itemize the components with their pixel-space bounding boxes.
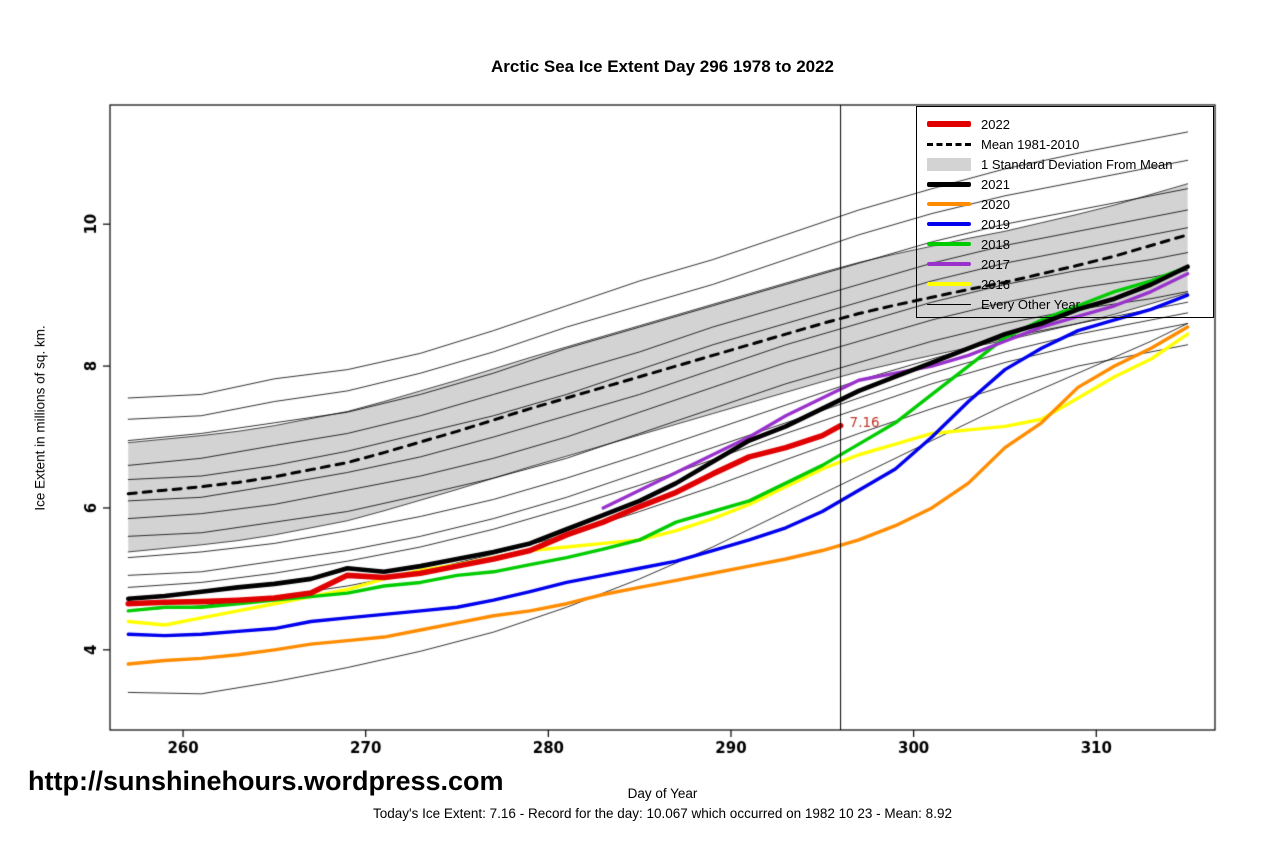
- legend-swatch-2021: [927, 181, 971, 187]
- legend-entry: 2022: [927, 114, 1213, 134]
- legend-entry: Mean 1981-2010: [927, 134, 1213, 154]
- legend-swatch-mean-1981-2010: [927, 142, 971, 146]
- legend-entry: Every Other Year: [927, 294, 1213, 314]
- legend-label: 2020: [981, 196, 1010, 212]
- legend-label: 2019: [981, 216, 1010, 232]
- legend-label: 2018: [981, 236, 1010, 252]
- legend-entry: 2019: [927, 214, 1213, 234]
- legend-swatch-2019: [927, 222, 971, 226]
- legend-swatch-2020: [927, 202, 971, 206]
- legend-swatch-every-other-year: [927, 303, 971, 305]
- legend-entry: 2020: [927, 194, 1213, 214]
- y-axis-title: Ice Extent in millions of sq. km.: [32, 325, 48, 511]
- legend-entry: 2018: [927, 234, 1213, 254]
- legend-label: Mean 1981-2010: [981, 136, 1080, 152]
- legend: 2022 Mean 1981-2010 1 Standard Deviation F…: [916, 106, 1214, 318]
- legend-entry: 1 Standard Deviation From Mean: [927, 154, 1213, 174]
- legend-label: 2017: [981, 256, 1010, 272]
- legend-swatch-2016: [927, 282, 971, 286]
- x-axis-title: Day of Year: [627, 786, 698, 801]
- legend-label: 2022: [981, 116, 1010, 132]
- legend-swatch-2022: [927, 121, 971, 127]
- legend-swatch-2017: [927, 262, 971, 266]
- footer-stats: Today's Ice Extent: 7.16 - Record for th…: [373, 806, 952, 821]
- legend-label: 2016: [981, 276, 1010, 292]
- watermark-link[interactable]: http://sunshinehours.wordpress.com: [28, 766, 504, 796]
- legend-label: 2021: [981, 176, 1010, 192]
- legend-swatch-1-standard-deviation-from-mean: [927, 157, 971, 171]
- legend-label: Every Other Year: [981, 296, 1080, 312]
- legend-label: 1 Standard Deviation From Mean: [981, 156, 1173, 172]
- legend-entry: 2021: [927, 174, 1213, 194]
- legend-swatch-2018: [927, 242, 971, 246]
- chart-title: Arctic Sea Ice Extent Day 296 1978 to 20…: [490, 57, 835, 76]
- legend-entry: 2016: [927, 274, 1213, 294]
- legend-entry: 2017: [927, 254, 1213, 274]
